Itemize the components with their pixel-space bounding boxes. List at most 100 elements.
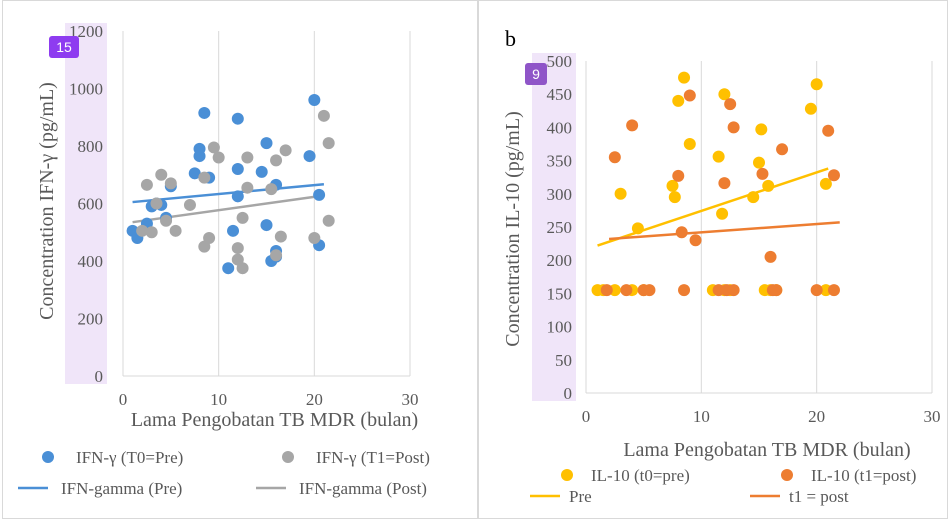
il10-ytick-label: 350 [547,152,573,171]
il10-ytick-label: 200 [547,251,573,270]
ifn-data-point-post_a [317,109,330,122]
ifn-data-point-post_a [322,214,335,227]
ifn-data-point-pre_a [260,137,273,150]
ifn-xtick-label: 20 [306,390,323,409]
il10-data-point-post_b [822,124,835,137]
il10-x-axis-title: Lama Pengobatan TB MDR (bulan) [623,439,910,461]
il10-data-point-pre_b [716,207,729,220]
il10-data-point-pre_b [683,138,696,150]
il-10-chart: 0 50 100 150 200 250 300 350 400 450 500 0 10 20 30 Lam… [502,26,941,506]
il10-data-point-pre_b [747,191,760,204]
il10-data-point-post_b [776,143,789,156]
il10-legend-label: Pre [569,487,592,506]
il10-legend-label: t1 = post [789,487,849,506]
ifn-data-point-pre_a [313,188,326,201]
ifn-data-point-pre_a [188,167,201,180]
ifn-y-axis-title: Concentration IFN-γ (pg/mL) [36,82,58,320]
il10-data-point-pre_b [712,150,725,163]
ifn-data-point-post_a [279,144,292,157]
ifn-data-point-post_a [270,154,283,167]
il10-data-point-post_b [827,284,840,297]
il10-data-point-post_b [675,226,688,239]
il10-data-point-post_b [756,167,769,180]
il10-ytick-highlight [532,53,576,401]
il10-ytick-label: 400 [547,118,573,137]
il10-ytick-label: 0 [564,384,573,403]
ifn-data-point-post_a [212,151,225,164]
il10-data-point-post_b [727,284,740,297]
il10-data-point-post_b [643,284,656,297]
ifn-ytick-label: 800 [78,137,104,156]
il10-ytick-label: 100 [547,318,573,337]
il10-data-point-post_b [672,169,685,182]
il10-data-point-post_b [810,284,823,297]
ifn-data-point-post_a [236,211,249,224]
ifn-legend-label: IFN-gamma (Pre) [61,479,182,498]
ifn-data-point-post_a [198,171,211,184]
il10-data-point-pre_b [666,179,679,192]
ifn-data-point-pre_a [255,165,268,178]
ifn-data-point-post_a [241,151,254,164]
ifn-xtick-label: 30 [402,390,419,409]
ifn-ytick-highlight [65,23,107,384]
il10-data-point-pre_b [755,123,768,136]
il10-data-point-post_b [608,151,621,164]
ifn-data-point-post_a [231,242,244,255]
ifn-data-point-pre_a [231,163,244,175]
ifn-x-axis-title: Lama Pengobatan TB MDR (bulan) [131,409,418,431]
il10-data-point-pre_b [672,94,685,107]
ifn-xtick-label: 0 [119,390,128,409]
ifn-legend-marker [282,451,294,463]
il10-data-point-post_b [727,121,740,134]
ifn-legend-label: IFN-γ (T0=Pre) [76,448,183,467]
il10-xtick-label: 10 [693,407,710,426]
ifn-data-point-pre_a [308,94,321,106]
ifn-data-point-post_a [236,262,249,275]
ifn-data-point-pre_a [260,219,273,232]
ifn-data-point-post_a [265,183,278,196]
il10-legend-marker [561,469,573,481]
il10-data-point-pre_b [753,156,765,169]
il10-data-point-post_b [689,234,702,247]
ifn-legend-label: IFN-gamma (Post) [299,479,427,498]
il10-data-point-post_b [683,89,696,102]
ifn-data-point-post_a [207,141,220,154]
ifn-data-point-pre_a [193,150,206,163]
il10-data-point-pre_b [668,191,681,204]
ifn-legend-marker [42,451,54,463]
ifn-data-point-post_a [308,232,321,244]
il10-data-point-post_b [764,250,777,263]
il10-ytick-label: 150 [547,284,573,303]
ifn-data-point-pre_a [303,150,316,163]
ifn-legend-label: IFN-γ (T1=Post) [316,448,430,467]
il10-data-point-post_b [620,284,633,297]
ifn-data-point-post_a [322,137,335,150]
il10-data-point-post_b [770,284,783,297]
ifn-data-point-post_a [274,230,287,243]
annotation-badge-b: 9 [525,63,547,85]
il10-data-point-pre_b [762,179,775,192]
il10-data-point-post_b [827,169,840,182]
ifn-data-point-post_a [140,178,153,191]
ifn-data-point-post_a [145,226,158,239]
il10-trendline-pre_b [597,167,829,247]
il10-data-point-pre_b [678,71,691,84]
il10-data-point-pre_b [631,222,644,235]
il10-legend-label: IL-10 (t0=pre) [591,466,690,485]
ifn-data-point-post_a [270,249,283,262]
ifn-data-point-pre_a [222,262,235,275]
chart-panel-ifn-gamma: 0 200 400 600 800 1000 1200 0 10 20 30 Lama Pengoba… [2,0,478,519]
il10-data-point-pre_b [614,187,627,200]
il10-ytick-label: 500 [547,52,573,71]
ifn-ytick-label: 1000 [69,80,103,99]
il10-data-point-pre_b [804,102,817,115]
chart-panel-il-10: 0 50 100 150 200 250 300 350 400 450 500 0 10 20 30 Lam… [478,0,948,519]
il10-data-point-pre_b [718,88,731,101]
ifn-ytick-label: 0 [95,367,104,386]
ifn-data-point-post_a [183,198,196,211]
ifn-data-point-post_a [169,224,182,237]
ifn-data-point-pre_a [231,190,244,203]
ifn-data-point-pre_a [198,106,211,119]
ifn-ytick-label: 200 [78,310,104,329]
